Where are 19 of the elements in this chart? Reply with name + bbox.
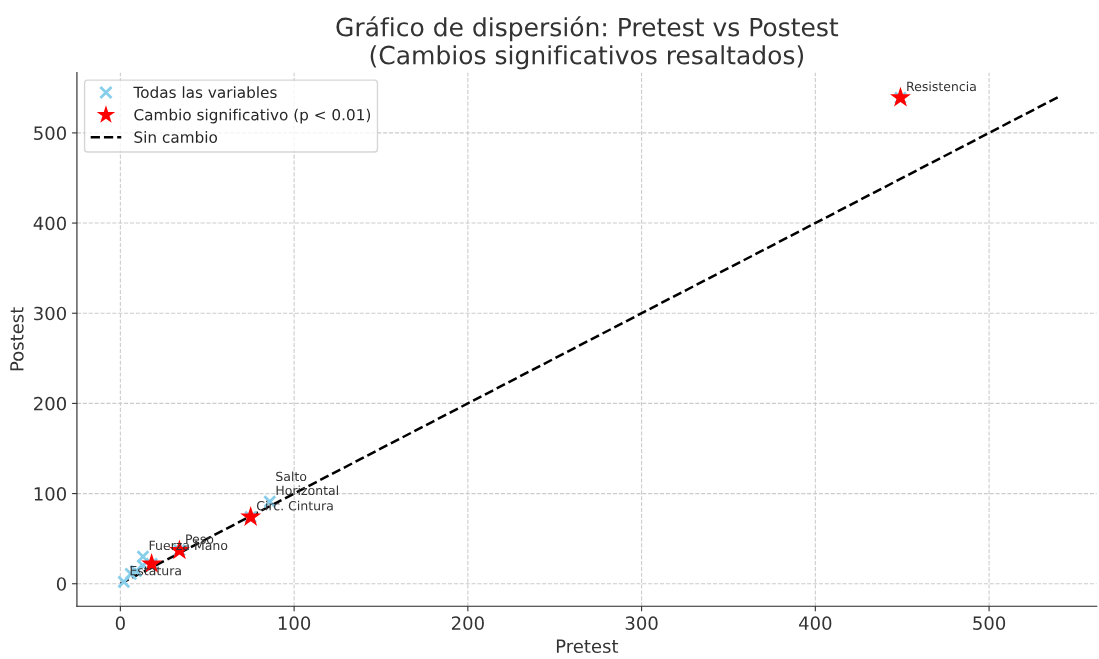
y-tick-label: 200 (34, 396, 67, 411)
y-tick-label: 100 (34, 487, 67, 501)
x-tick-label: 300 (625, 616, 658, 630)
x-tick-label: 200 (451, 616, 484, 630)
y-tick-label: 300 (34, 306, 67, 321)
legend-label: Cambio significativo (p < 0.01) (134, 108, 371, 124)
x-tick-label: 400 (798, 616, 832, 630)
y-tick-label: 400 (33, 216, 67, 231)
x-tick-label: 0 (115, 616, 125, 630)
y-axis-title: Postest (10, 307, 24, 371)
y-tick-label: 0 (56, 577, 67, 591)
annotation: Resistencia (907, 81, 976, 92)
x-tick-label: 500 (973, 616, 1006, 630)
x-tick-label: 100 (278, 616, 311, 630)
chart-title: Gráfico de dispersión: Pretest vs Postest (Cambios significativos resaltados) (336, 16, 839, 70)
legend-label: Sin cambio (134, 131, 218, 143)
legend-label: Todas las variables (133, 86, 277, 99)
y-tick-label: 500 (34, 126, 67, 141)
x-axis-title: Pretest (556, 639, 619, 654)
